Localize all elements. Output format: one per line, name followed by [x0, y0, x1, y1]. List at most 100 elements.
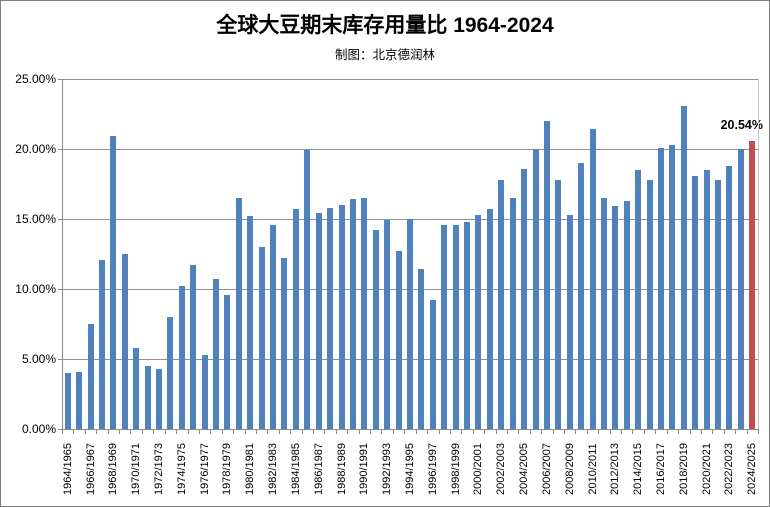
x-axis-label: 2014/2015	[632, 443, 645, 495]
x-axis-label: 1996/1997	[426, 443, 439, 495]
x-axis-label: 2010/2011	[586, 443, 599, 495]
bar-1979-1980	[235, 198, 242, 429]
y-axis-label: 15.00%	[15, 212, 56, 226]
x-axis-tick	[358, 430, 360, 434]
y-axis-line	[62, 79, 63, 430]
bar-1994-1995	[407, 219, 413, 429]
bar-1985-1986	[304, 150, 311, 429]
x-axis-label: 1970/1971	[130, 443, 143, 495]
x-axis-tick	[187, 430, 189, 434]
y-axis-label: 5.00%	[21, 352, 56, 366]
x-axis-tick	[723, 430, 725, 434]
bar-2012-2013	[612, 206, 619, 429]
y-axis-tick	[58, 79, 62, 80]
x-axis-tick	[301, 430, 303, 434]
x-axis-tick	[210, 430, 212, 434]
bar-2002-2003	[498, 179, 505, 429]
x-axis-tick	[392, 430, 394, 434]
bar-2024-2025	[749, 141, 756, 429]
bar-2006-2007	[543, 121, 550, 429]
x-axis-tick	[758, 430, 759, 434]
x-axis-tick	[438, 430, 440, 434]
x-axis-tick	[541, 430, 543, 434]
x-axis-tick	[712, 430, 714, 434]
x-axis-tick	[221, 430, 223, 434]
bar-2004-2005	[521, 168, 528, 429]
bar-2001-2002	[486, 209, 493, 429]
x-axis-tick	[278, 430, 280, 434]
bar-1966-1967	[87, 324, 94, 429]
x-axis-tick	[586, 430, 588, 434]
x-axis-tick	[655, 430, 657, 434]
x-axis-label: 2022/2023	[723, 443, 736, 495]
bar-1973-1974	[167, 317, 174, 429]
chart-title: 全球大豆期末库存用量比 1964-2024	[216, 14, 554, 37]
bar-1993-1994	[395, 251, 402, 429]
x-axis-tick	[666, 430, 668, 434]
x-axis-label: 2024/2025	[746, 443, 759, 495]
bar-1978-1979	[224, 294, 231, 429]
bar-1981-1982	[258, 247, 265, 429]
bar-2013-2014	[623, 200, 630, 429]
bar-1991-1992	[372, 230, 379, 429]
gridline-20.00%	[63, 149, 758, 150]
x-axis-tick	[153, 430, 155, 434]
bar-2018-2019	[680, 105, 687, 429]
x-axis-label: 2016/2017	[655, 443, 668, 495]
bar-1977-1978	[213, 279, 220, 429]
x-axis-tick	[495, 430, 497, 434]
y-axis-label: 0.00%	[21, 422, 56, 436]
bar-2000-2001	[475, 214, 482, 429]
x-axis-tick	[141, 430, 143, 434]
x-axis-tick	[518, 430, 520, 434]
bar-1989-1990	[349, 199, 356, 429]
bar-1976-1977	[201, 354, 208, 429]
bar-1986-1987	[315, 213, 322, 429]
x-axis-label: 1994/1995	[404, 443, 416, 495]
bar-1999-2000	[464, 221, 471, 429]
x-axis-tick	[267, 430, 269, 434]
bar-1971-1972	[144, 366, 151, 429]
x-axis-label: 2002/2003	[495, 443, 508, 495]
y-axis-tick	[58, 429, 62, 430]
bar-2010-2011	[589, 129, 596, 429]
y-axis-tick	[58, 359, 62, 360]
x-axis-label: 2020/2021	[700, 443, 713, 495]
x-axis-tick	[689, 430, 691, 434]
bar-1969-1970	[121, 254, 128, 429]
x-axis-label: 2018/2019	[677, 443, 690, 495]
x-axis-tick	[164, 430, 166, 434]
bar-1988-1989	[338, 205, 345, 429]
x-axis-tick	[484, 430, 486, 434]
x-axis-tick	[449, 430, 451, 434]
x-axis-label: 1982/1983	[267, 443, 280, 495]
y-axis-tick	[58, 289, 62, 290]
bar-1974-1975	[178, 286, 185, 429]
bar-1965-1966	[76, 371, 83, 429]
x-axis-label: 1984/1985	[289, 443, 302, 495]
x-axis-tick	[96, 430, 98, 434]
x-axis-tick	[632, 430, 634, 434]
x-axis-tick	[107, 430, 109, 434]
x-axis-label: 1964/1965	[61, 443, 74, 495]
x-axis-label: 1986/1987	[312, 443, 325, 495]
x-axis-label: 2000/2001	[472, 443, 485, 495]
bar-1998-1999	[452, 224, 459, 429]
x-axis-tick	[62, 430, 63, 434]
y-axis-label: 20.00%	[15, 142, 56, 156]
bar-1996-1997	[429, 300, 436, 429]
x-axis-tick	[255, 430, 257, 434]
bar-1968-1969	[110, 136, 117, 429]
x-axis-tick	[427, 430, 429, 434]
x-axis-label: 1974/1975	[175, 443, 188, 495]
bar-2021-2022	[715, 179, 722, 429]
bar-2016-2017	[658, 147, 665, 429]
x-axis-label: 2012/2013	[609, 443, 622, 495]
bar-1970-1971	[133, 347, 140, 429]
bar-1983-1984	[281, 258, 288, 429]
bar-1997-1998	[441, 224, 448, 429]
x-axis-tick	[130, 430, 132, 434]
bar-1980-1981	[247, 216, 254, 429]
bar-2015-2016	[646, 179, 653, 429]
x-axis-line	[62, 429, 759, 430]
